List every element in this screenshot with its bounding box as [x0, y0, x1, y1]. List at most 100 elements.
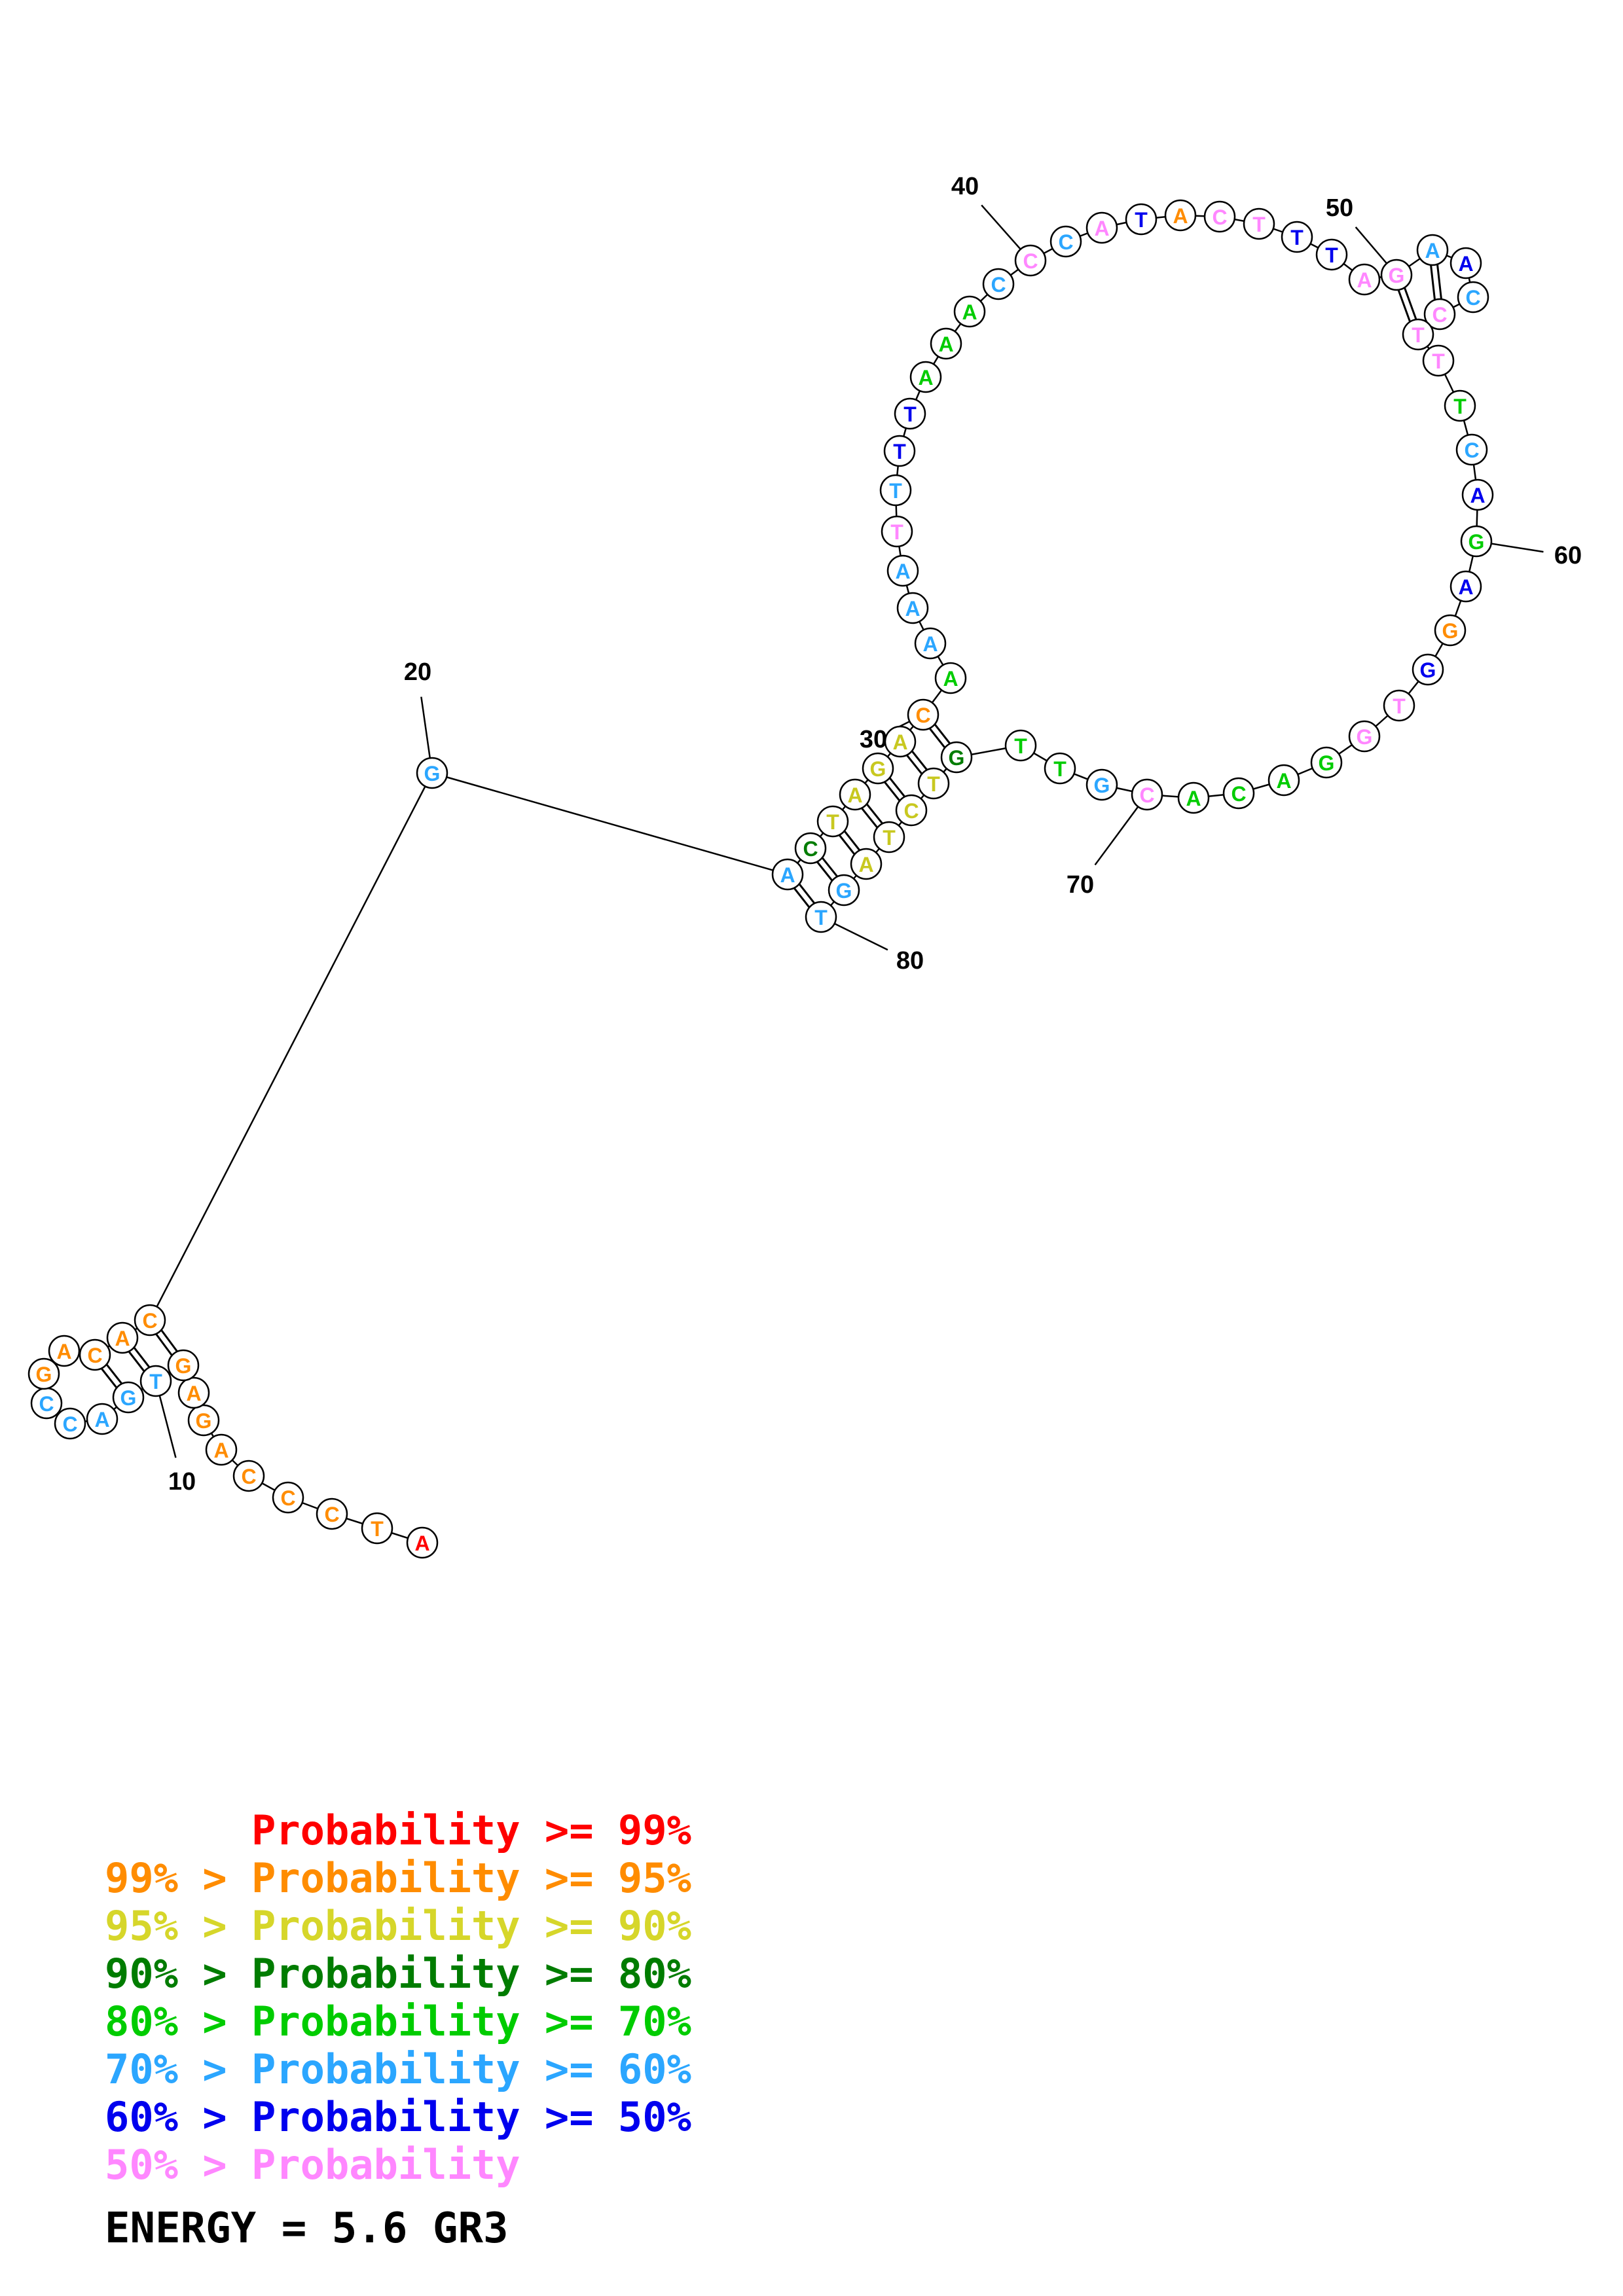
legend-entry: 70% > Probability >= 60% [105, 2045, 691, 2093]
nucleotide-letter: T [1053, 757, 1067, 781]
legend-entry: 95% > Probability >= 90% [105, 1902, 691, 1950]
nucleotide-circle [879, 474, 912, 507]
nucleotide-circle [416, 757, 448, 789]
nucleotide-circle [1267, 764, 1300, 797]
nucleotide-circle [1014, 244, 1047, 277]
nucleotide-letter: A [186, 1382, 201, 1405]
nucleotide-letter: A [943, 667, 958, 691]
nucleotide-letter: T [1135, 208, 1148, 232]
nucleotide-circle [1085, 768, 1118, 801]
nucleotide-letter: C [1231, 782, 1246, 806]
nucleotide-circle [1125, 203, 1158, 236]
nucleotide-circle [1203, 200, 1236, 233]
nucleotide-letter: A [858, 853, 873, 876]
nucleotide-letter: T [1412, 323, 1425, 347]
nucleotide-letter: C [1212, 206, 1227, 229]
nucleotide-circle [134, 1304, 166, 1336]
nucleotide-circle [896, 592, 929, 624]
nucleotide-circle [873, 821, 905, 853]
nucleotide-letter: A [1186, 787, 1201, 810]
nucleotide-circle [406, 1526, 439, 1559]
nucleotide-circle [886, 554, 919, 587]
nucleotide-letter: A [1458, 575, 1473, 599]
nucleotide-circle [1455, 433, 1488, 466]
nucleotide-circle [1049, 225, 1082, 258]
nucleotide-letter: T [903, 403, 917, 426]
nucleotide-letter: C [1139, 783, 1154, 807]
nucleotide-letter: C [1058, 230, 1073, 254]
nucleotide-letter: C [1023, 249, 1038, 273]
nucleotide-letter: G [949, 746, 965, 770]
position-label: 70 [1067, 871, 1094, 899]
nucleotide-letter: A [56, 1340, 71, 1363]
nucleotide-circle [1412, 653, 1444, 686]
nucleotide-letter: A [1094, 217, 1109, 240]
nucleotide-letter: G [1319, 751, 1335, 775]
nucleotide-circle [316, 1498, 348, 1530]
nucleotide-circle [1177, 781, 1210, 814]
position-label: 80 [896, 947, 924, 975]
position-label: 40 [951, 173, 979, 200]
nucleotide-circle [1222, 777, 1255, 810]
nucleotide-circle [895, 794, 928, 827]
nucleotide-letter: A [213, 1439, 228, 1462]
nucleotide-letter: G [1420, 658, 1436, 682]
nucleotide-letter: T [826, 810, 839, 834]
backbone-segment [431, 772, 788, 876]
nucleotide-circle [167, 1349, 200, 1382]
nucleotide-circle [272, 1481, 304, 1514]
nucleotide-circle [828, 874, 860, 906]
nucleotide-letter: C [280, 1486, 295, 1510]
nucleotide-circle [1310, 746, 1343, 779]
position-label: 50 [1326, 194, 1353, 222]
nucleotide-letter: G [1468, 530, 1485, 554]
nucleotide-circle [982, 268, 1015, 300]
nucleotide-circle [1004, 729, 1037, 762]
nucleotide-circle [139, 1365, 172, 1397]
nucleotide-circle [894, 397, 926, 430]
nucleotide-circle [1348, 263, 1381, 296]
nucleotide-circle [914, 627, 947, 660]
nucleotide-circle [1131, 778, 1163, 811]
nucleotide-circle [1461, 478, 1494, 511]
legend-entry: 90% > Probability >= 80% [105, 1950, 691, 1998]
nucleotide-circle [940, 741, 973, 774]
nucleotide-letter: T [890, 520, 903, 544]
nucleotide-circle [1044, 752, 1076, 785]
nucleotide-letter: A [1470, 484, 1485, 507]
nucleotide-circle [54, 1407, 86, 1440]
nucleotide-letter: T [1325, 243, 1338, 267]
nucleotide-circle [106, 1321, 139, 1354]
nucleotide-circle [850, 848, 883, 880]
legend-entry: 50% > Probability [105, 2141, 520, 2189]
nucleotide-circle [881, 515, 913, 548]
nucleotide-letter: A [1357, 268, 1372, 292]
position-label: 20 [404, 658, 431, 686]
position-label: 30 [860, 726, 887, 753]
nucleotide-letter: T [814, 906, 828, 929]
nucleotide-circle [1380, 259, 1413, 291]
nucleotide-letter: G [1094, 774, 1110, 797]
nucleotide-letter: C [1464, 439, 1479, 462]
nucleotide-circle [86, 1403, 119, 1435]
nucleotide-letter: G [36, 1363, 52, 1386]
nucleotide-letter: T [889, 479, 902, 503]
nucleotide-letter: G [1442, 619, 1459, 643]
nucleotide-circle [953, 295, 986, 328]
nucleotide-letter: G [836, 879, 852, 903]
backbone-segment [149, 772, 433, 1321]
nucleotide-letter: T [927, 772, 940, 796]
nucleotide-letter: T [1453, 395, 1467, 418]
nucleotide-circle [1450, 247, 1482, 279]
nucleotide-circle [1243, 207, 1275, 240]
nucleotide-letter: G [196, 1409, 212, 1433]
nucleotide-letter: A [922, 632, 938, 656]
nucleotide-letter: A [905, 597, 920, 620]
nucleotide-circle [177, 1376, 210, 1409]
nucleotide-circle [771, 858, 804, 891]
legend-entry: 60% > Probability >= 50% [105, 2093, 691, 2141]
nucleotide-circle [205, 1433, 238, 1466]
nucleotide-letter: G [870, 757, 886, 781]
nucleotide-circle [1085, 211, 1118, 244]
nucleotide-letter: C [324, 1503, 339, 1526]
